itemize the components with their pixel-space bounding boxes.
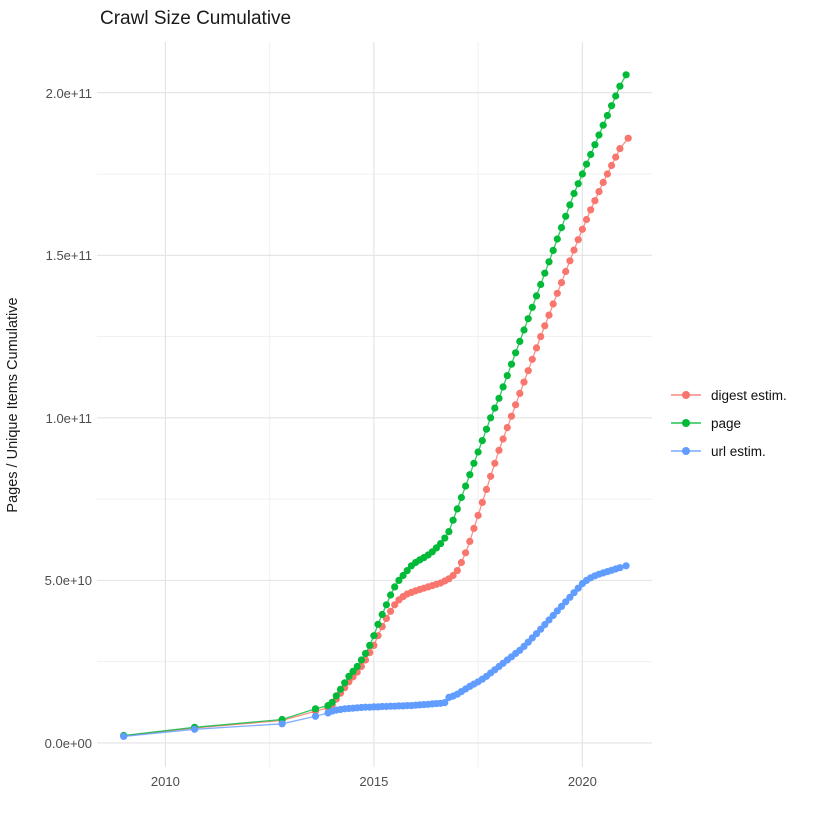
x-tick-label: 2020 [567, 774, 597, 789]
legend-label: digest estim. [711, 387, 787, 403]
x-tick-label: 2015 [359, 774, 389, 789]
legend-key-url-icon [671, 442, 701, 460]
y-axis-title: Pages / Unique Items Cumulative [5, 297, 21, 513]
minor-gridlines [97, 42, 652, 767]
plot-svg [97, 42, 652, 767]
legend-item-url-estim: url estim. [671, 437, 787, 465]
y-tick-label: 2.0e+11 [45, 85, 92, 101]
legend-label: url estim. [711, 443, 766, 459]
chart-title: Crawl Size Cumulative [100, 8, 292, 29]
major-gridlines [97, 42, 652, 767]
legend-item-page: page [671, 409, 787, 437]
plot-panel [97, 42, 652, 767]
y-tick-label: 1.0e+11 [45, 410, 92, 426]
y-tick-label: 1.5e+11 [45, 248, 92, 264]
y-tick-label: 5.0e+10 [44, 573, 92, 589]
legend-key-digest-icon [671, 386, 701, 404]
series-digest-estim [120, 134, 632, 740]
legend: digest estim. page url estim. [671, 381, 787, 465]
x-tick-label: 2010 [150, 774, 180, 789]
series-page [120, 71, 630, 740]
series-url-estim [120, 562, 630, 741]
y-tick-label: 0.0e+00 [44, 735, 92, 751]
legend-key-page-icon [671, 414, 701, 432]
legend-item-digest-estim: digest estim. [671, 381, 787, 409]
legend-label: page [711, 415, 742, 431]
